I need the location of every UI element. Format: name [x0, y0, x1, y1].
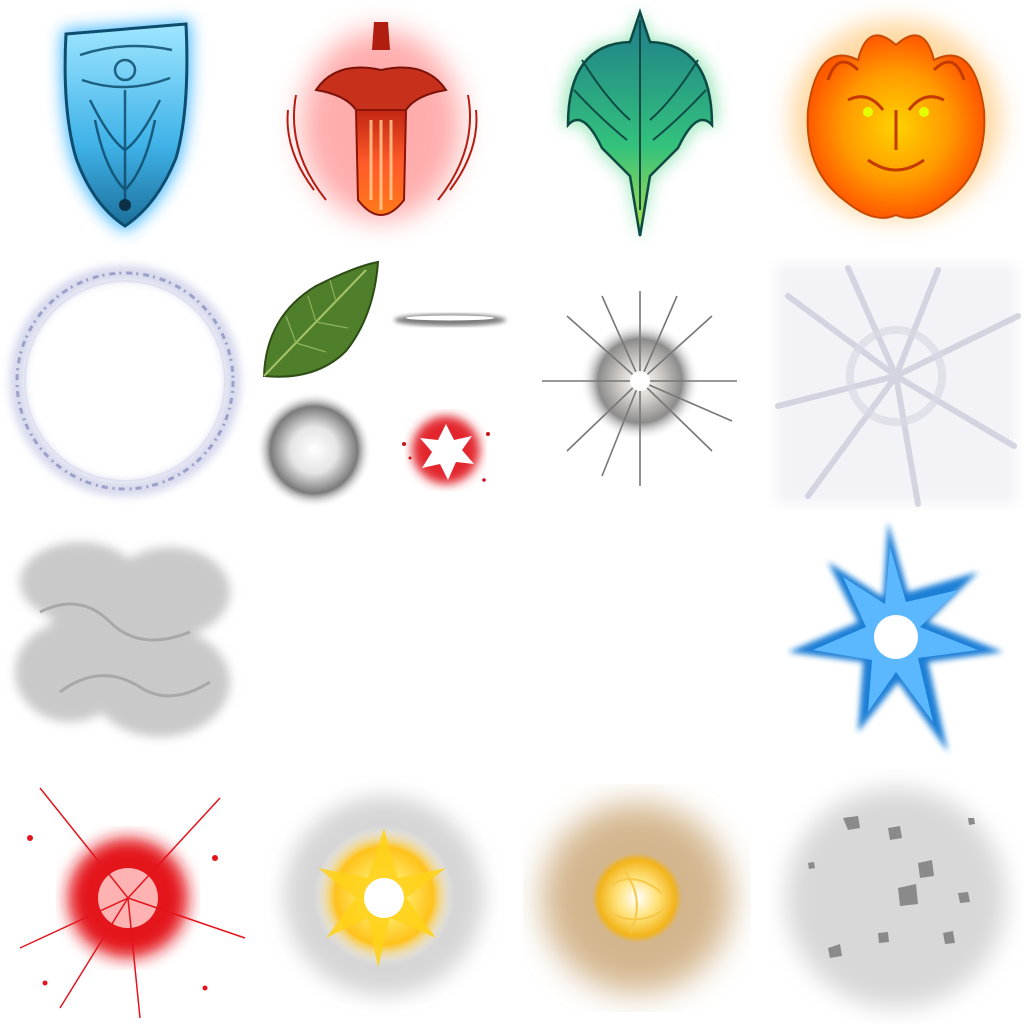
- yellow-star-flash: [256, 768, 512, 1024]
- gray-debris-cloud: [768, 768, 1024, 1024]
- fire-demon-face-emblem: [768, 0, 1024, 256]
- green-leaf: [256, 256, 384, 384]
- cracked-shatter-flash: [768, 256, 1024, 512]
- white-spark-burst: [512, 256, 768, 512]
- blue-shield-emblem: [0, 0, 256, 256]
- gray-streak: [384, 256, 512, 384]
- rune-circle-ring: [0, 256, 256, 512]
- empty-slot-1: [256, 512, 512, 768]
- gray-smoke-texture: [0, 512, 256, 768]
- leaf-and-misc-fx: [256, 256, 512, 512]
- gold-energy-ball: [512, 768, 768, 1024]
- red-splatter-explosion: [0, 768, 256, 1024]
- blue-star-burst: [768, 512, 1024, 768]
- green-sword-wings-emblem: [512, 0, 768, 256]
- red-sword-emblem: [256, 0, 512, 256]
- empty-slot-2: [512, 512, 768, 768]
- gray-soft-ring: [256, 384, 384, 512]
- red-spark-splash: [384, 384, 512, 512]
